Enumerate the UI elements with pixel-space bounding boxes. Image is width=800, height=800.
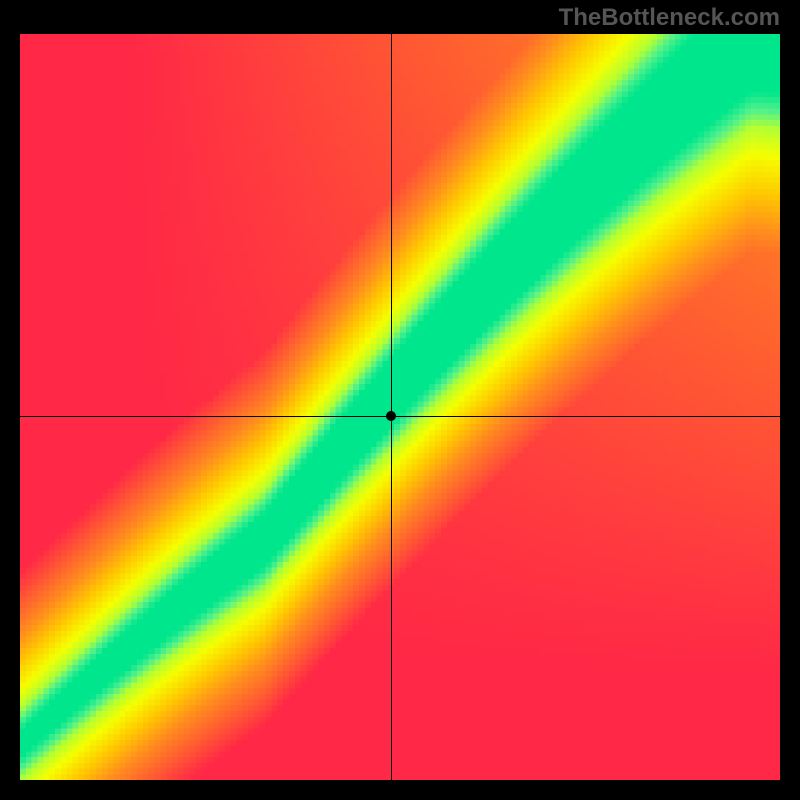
watermark-text: TheBottleneck.com [559,4,780,32]
crosshair-horizontal [20,416,780,417]
heatmap-plot [20,34,780,780]
data-point-marker [386,411,396,421]
crosshair-vertical [391,34,392,780]
heatmap-canvas [20,34,780,780]
chart-container: TheBottleneck.com [0,0,800,800]
